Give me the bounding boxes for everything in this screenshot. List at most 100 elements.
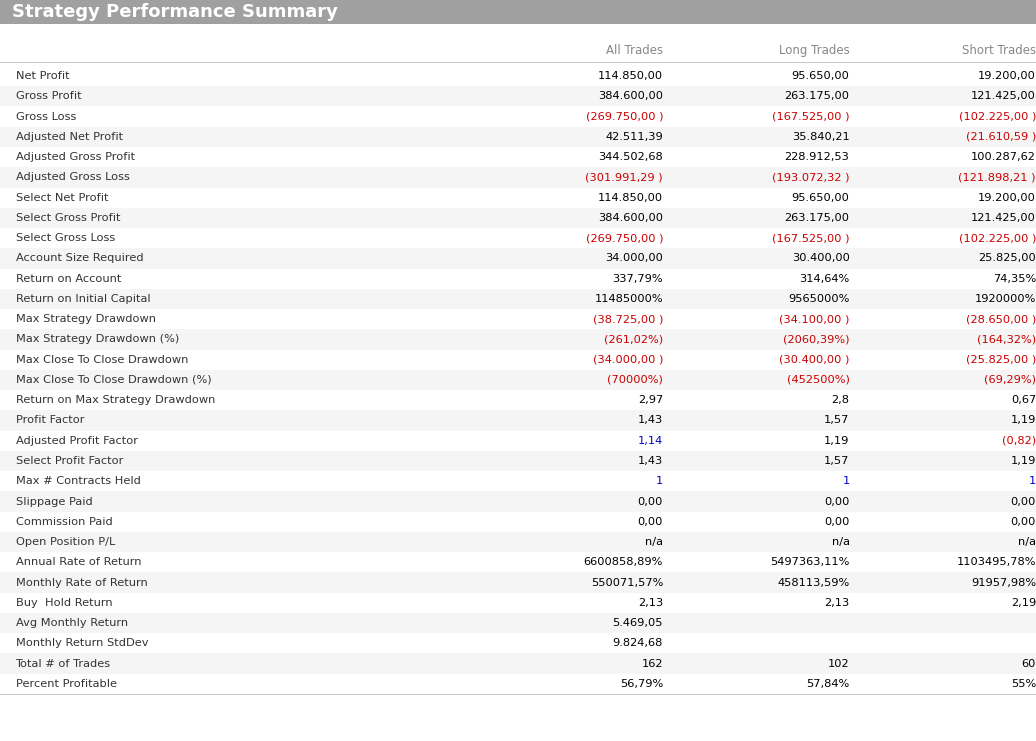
Text: 121.425,00: 121.425,00 (971, 91, 1036, 102)
FancyBboxPatch shape (0, 654, 1036, 674)
Text: Strategy Performance Summary: Strategy Performance Summary (12, 3, 339, 21)
Text: Net Profit: Net Profit (16, 71, 69, 81)
FancyBboxPatch shape (0, 532, 1036, 552)
Text: 0,00: 0,00 (825, 496, 850, 507)
Text: 1,19: 1,19 (825, 436, 850, 446)
FancyBboxPatch shape (0, 289, 1036, 309)
Text: Adjusted Gross Profit: Adjusted Gross Profit (16, 152, 135, 162)
Text: 114.850,00: 114.850,00 (598, 71, 663, 81)
FancyBboxPatch shape (0, 593, 1036, 613)
Text: (193.072,32 ): (193.072,32 ) (772, 173, 850, 182)
Text: 314,64%: 314,64% (799, 273, 850, 284)
Text: 56,79%: 56,79% (620, 679, 663, 689)
Text: Max # Contracts Held: Max # Contracts Held (16, 476, 141, 486)
FancyBboxPatch shape (0, 268, 1036, 289)
Text: 1,57: 1,57 (825, 456, 850, 466)
Text: 30.400,00: 30.400,00 (792, 253, 850, 263)
FancyBboxPatch shape (0, 390, 1036, 411)
Text: (301.991,29 ): (301.991,29 ) (585, 173, 663, 182)
Text: Max Strategy Drawdown: Max Strategy Drawdown (16, 314, 155, 324)
Text: Return on Account: Return on Account (16, 273, 121, 284)
Text: 1: 1 (656, 476, 663, 486)
Text: 100.287,62: 100.287,62 (971, 152, 1036, 162)
FancyBboxPatch shape (0, 350, 1036, 370)
Text: Max Close To Close Drawdown (%): Max Close To Close Drawdown (%) (16, 375, 211, 385)
Text: 74,35%: 74,35% (992, 273, 1036, 284)
Text: 384.600,00: 384.600,00 (598, 91, 663, 102)
Text: Monthly Return StdDev: Monthly Return StdDev (16, 638, 148, 648)
Text: Max Close To Close Drawdown: Max Close To Close Drawdown (16, 355, 188, 365)
Text: 114.850,00: 114.850,00 (598, 193, 663, 202)
Text: 9.824,68: 9.824,68 (612, 638, 663, 648)
Text: 95.650,00: 95.650,00 (792, 71, 850, 81)
Text: (167.525,00 ): (167.525,00 ) (772, 233, 850, 243)
Text: 1,19: 1,19 (1011, 456, 1036, 466)
Text: Select Profit Factor: Select Profit Factor (16, 456, 123, 466)
Text: 1,57: 1,57 (825, 416, 850, 425)
Text: Monthly Rate of Return: Monthly Rate of Return (16, 577, 147, 588)
Text: 1: 1 (1029, 476, 1036, 486)
Text: 263.175,00: 263.175,00 (784, 213, 850, 223)
Text: (30.400,00 ): (30.400,00 ) (779, 355, 850, 365)
Text: 1,43: 1,43 (638, 416, 663, 425)
Text: 2,19: 2,19 (1011, 598, 1036, 608)
Text: 2,8: 2,8 (832, 395, 850, 405)
Text: Account Size Required: Account Size Required (16, 253, 143, 263)
Text: (167.525,00 ): (167.525,00 ) (772, 112, 850, 122)
Text: (34.100,00 ): (34.100,00 ) (779, 314, 850, 324)
Text: 162: 162 (641, 659, 663, 668)
Text: Adjusted Profit Factor: Adjusted Profit Factor (16, 436, 138, 446)
FancyBboxPatch shape (0, 86, 1036, 107)
Text: 60: 60 (1021, 659, 1036, 668)
Text: 11485000%: 11485000% (595, 294, 663, 304)
Text: (164,32%): (164,32%) (977, 334, 1036, 345)
FancyBboxPatch shape (0, 329, 1036, 350)
Text: 1,14: 1,14 (638, 436, 663, 446)
Text: (70000%): (70000%) (607, 375, 663, 385)
Text: 57,84%: 57,84% (806, 679, 850, 689)
Text: (121.898,21 ): (121.898,21 ) (958, 173, 1036, 182)
FancyBboxPatch shape (0, 207, 1036, 228)
Text: Profit Factor: Profit Factor (16, 416, 84, 425)
Text: Commission Paid: Commission Paid (16, 516, 112, 527)
Text: (34.000,00 ): (34.000,00 ) (593, 355, 663, 365)
Text: 0,00: 0,00 (638, 516, 663, 527)
Text: (261,02%): (261,02%) (604, 334, 663, 345)
FancyBboxPatch shape (0, 431, 1036, 451)
Text: (38.725,00 ): (38.725,00 ) (593, 314, 663, 324)
Text: 0,00: 0,00 (638, 496, 663, 507)
Text: 228.912,53: 228.912,53 (784, 152, 850, 162)
Text: Avg Monthly Return: Avg Monthly Return (16, 618, 127, 628)
Text: 5497363,11%: 5497363,11% (770, 557, 850, 568)
Text: Select Gross Profit: Select Gross Profit (16, 213, 120, 223)
Text: Open Position P/L: Open Position P/L (16, 537, 115, 547)
Text: 337,79%: 337,79% (612, 273, 663, 284)
FancyBboxPatch shape (0, 228, 1036, 248)
Text: Gross Loss: Gross Loss (16, 112, 76, 122)
Text: 25.825,00: 25.825,00 (978, 253, 1036, 263)
Text: Return on Initial Capital: Return on Initial Capital (16, 294, 150, 304)
FancyBboxPatch shape (0, 127, 1036, 147)
Text: 458113,59%: 458113,59% (777, 577, 850, 588)
Text: Max Strategy Drawdown (%): Max Strategy Drawdown (%) (16, 334, 179, 345)
Text: Return on Max Strategy Drawdown: Return on Max Strategy Drawdown (16, 395, 214, 405)
Text: 1920000%: 1920000% (975, 294, 1036, 304)
Text: 2,13: 2,13 (825, 598, 850, 608)
Text: Select Net Profit: Select Net Profit (16, 193, 108, 202)
Text: (25.825,00 ): (25.825,00 ) (966, 355, 1036, 365)
Text: 55%: 55% (1011, 679, 1036, 689)
Text: (21.610,59 ): (21.610,59 ) (966, 132, 1036, 142)
FancyBboxPatch shape (0, 107, 1036, 127)
Text: 344.502,68: 344.502,68 (599, 152, 663, 162)
Text: (69,29%): (69,29%) (984, 375, 1036, 385)
FancyBboxPatch shape (0, 552, 1036, 572)
FancyBboxPatch shape (0, 471, 1036, 491)
Text: (269.750,00 ): (269.750,00 ) (585, 233, 663, 243)
FancyBboxPatch shape (0, 370, 1036, 390)
Text: 19.200,00: 19.200,00 (978, 193, 1036, 202)
Text: 1,43: 1,43 (638, 456, 663, 466)
Text: Gross Profit: Gross Profit (16, 91, 81, 102)
Text: Adjusted Gross Loss: Adjusted Gross Loss (16, 173, 130, 182)
FancyBboxPatch shape (0, 167, 1036, 187)
Text: Total # of Trades: Total # of Trades (16, 659, 111, 668)
